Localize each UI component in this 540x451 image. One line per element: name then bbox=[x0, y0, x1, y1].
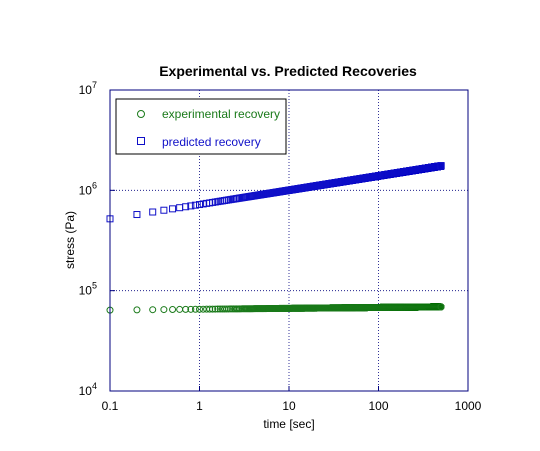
data-point bbox=[182, 305, 190, 313]
data-point bbox=[191, 305, 199, 313]
data-point bbox=[214, 305, 222, 313]
data-point bbox=[133, 306, 141, 314]
plot-area bbox=[106, 162, 445, 314]
x-tick-labels: 0.1 1 10 100 1000 bbox=[102, 399, 482, 413]
data-point bbox=[196, 305, 203, 313]
data-point bbox=[211, 305, 219, 313]
x-tick-label: 0.1 bbox=[102, 399, 119, 413]
series-experimental-recovery bbox=[106, 303, 445, 314]
x-tick-label: 100 bbox=[368, 399, 388, 413]
data-point bbox=[169, 305, 177, 313]
x-tick-label: 1000 bbox=[455, 399, 482, 413]
data-point bbox=[209, 305, 217, 313]
data-point bbox=[222, 305, 230, 313]
x-tick-label: 10 bbox=[282, 399, 296, 413]
x-tick-label: 1 bbox=[196, 399, 203, 413]
chart-title: Experimental vs. Predicted Recoveries bbox=[159, 63, 417, 79]
data-point bbox=[160, 306, 168, 314]
data-point bbox=[149, 306, 157, 314]
data-point bbox=[187, 305, 195, 313]
